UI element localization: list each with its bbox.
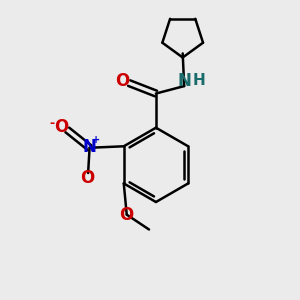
Text: N: N (82, 138, 96, 156)
Text: +: + (92, 135, 100, 145)
Text: -: - (49, 117, 54, 130)
Text: O: O (80, 169, 94, 188)
Text: N: N (177, 72, 191, 90)
Text: O: O (120, 206, 134, 224)
Text: O: O (116, 72, 130, 90)
Text: O: O (54, 118, 68, 136)
Text: H: H (193, 73, 206, 88)
